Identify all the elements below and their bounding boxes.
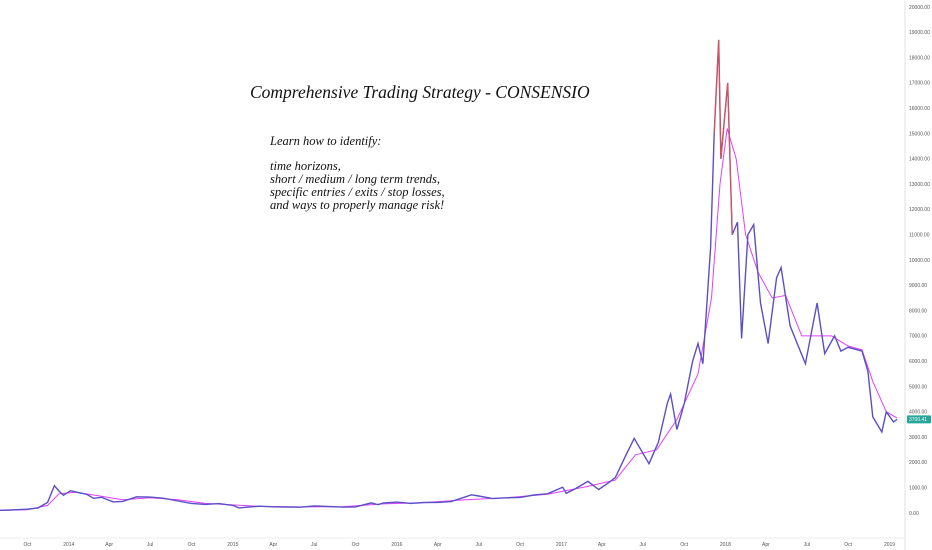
price-badge-box <box>907 415 931 424</box>
x-tick-label: Apr <box>598 542 606 548</box>
x-tick-label: 2015 <box>227 542 238 548</box>
annotation-line: specific entries / exits / stop losses, <box>270 185 445 199</box>
price-line <box>0 39 898 511</box>
x-tick-label: Oct <box>24 542 32 548</box>
y-tick-label: 4000.00 <box>909 410 927 416</box>
moving-average-line <box>0 128 898 511</box>
y-tick-label: 15000.00 <box>909 131 930 137</box>
price-badge-label: 3700.41 <box>909 417 927 423</box>
x-tick-label: 2014 <box>63 542 74 548</box>
y-tick-label: 20000.00 <box>909 5 930 11</box>
annotation-line: and ways to properly manage risk! <box>270 198 444 212</box>
y-tick-label: 2000.00 <box>909 460 927 466</box>
x-tick-label: 2019 <box>884 542 895 548</box>
x-tick-label: Apr <box>269 542 277 548</box>
y-tick-label: 1000.00 <box>909 486 927 492</box>
x-tick-label: Jul <box>311 542 317 548</box>
x-tick-label: Apr <box>762 542 770 548</box>
x-tick-label: Jul <box>639 542 645 548</box>
annotation-title: Comprehensive Trading Strategy - CONSENS… <box>250 82 590 102</box>
y-tick-label: 11000.00 <box>909 233 930 239</box>
annotation-body: Learn how to identify: time horizons, sh… <box>269 134 445 212</box>
x-tick-label: Oct <box>844 542 852 548</box>
x-tick-label: Jul <box>804 542 810 548</box>
y-tick-label: 10000.00 <box>909 258 930 264</box>
y-tick-label: 18000.00 <box>909 55 930 61</box>
y-tick-label: 12000.00 <box>909 207 930 213</box>
y-tick-label: 0.00 <box>909 511 919 517</box>
y-tick-label: 6000.00 <box>909 359 927 365</box>
x-axis-ticks: Oct 2014 Apr Jul Oct 2015 Apr Jul Oct 2016 Apr Jul O… <box>24 542 896 548</box>
price-highlight-line <box>713 39 733 235</box>
y-tick-label: 13000.00 <box>909 182 930 188</box>
x-tick-label: 2016 <box>391 542 402 548</box>
x-tick-label: Oct <box>516 542 524 548</box>
y-tick-label: 9000.00 <box>909 283 927 289</box>
y-tick-label: 3000.00 <box>909 435 927 441</box>
x-tick-label: 2017 <box>556 542 567 548</box>
x-tick-label: Apr <box>434 542 442 548</box>
y-tick-label: 14000.00 <box>909 157 930 163</box>
annotation-line: short / medium / long term trends, <box>270 172 440 186</box>
last-price-badge: 3700.41 <box>907 415 931 424</box>
y-tick-label: 17000.00 <box>909 81 930 87</box>
y-tick-label: 8000.00 <box>909 308 927 314</box>
y-axis-ticks: 0.00 1000.00 2000.00 3000.00 4000.00 5000.00 6… <box>909 5 930 517</box>
x-tick-label: Oct <box>352 542 360 548</box>
x-tick-label: Jul <box>147 542 153 548</box>
y-tick-label: 19000.00 <box>909 30 930 36</box>
x-tick-label: Apr <box>105 542 113 548</box>
y-tick-label: 16000.00 <box>909 106 930 112</box>
annotation-line: Learn how to identify: <box>269 134 381 148</box>
x-tick-label: Oct <box>188 542 196 548</box>
x-tick-label: Jul <box>475 542 481 548</box>
annotation-line: time horizons, <box>270 159 341 173</box>
x-tick-label: Oct <box>680 542 688 548</box>
y-tick-label: 5000.00 <box>909 384 927 390</box>
x-tick-label: 2018 <box>720 542 731 548</box>
y-tick-label: 7000.00 <box>909 334 927 340</box>
